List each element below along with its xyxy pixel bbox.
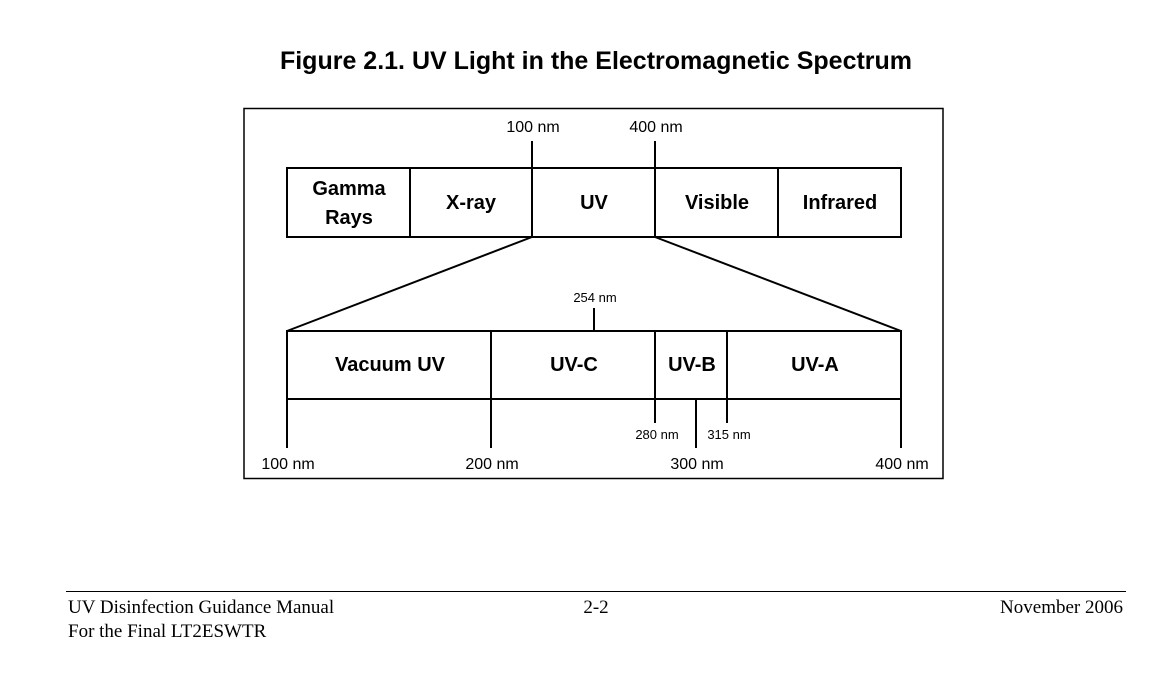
scale-label-300nm: 300 nm [670,456,723,473]
spectrum-bar-outline [286,167,902,238]
figure-title: Figure 2.1. UV Light in the Electromagne… [279,47,913,75]
footer-divider [66,591,1126,592]
band-uv-a: UV-A [791,354,839,376]
scale-label-100nm: 100 nm [261,456,314,473]
band-vacuum-uv: Vacuum UV [335,354,446,376]
footer-title-line2: For the Final LT2ESWTR [68,621,267,642]
scale-label-400nm: 400 nm [875,456,928,473]
zoom-line-right [654,236,902,332]
inner-tick-label-315nm: 315 nm [707,427,750,442]
zoom-lines [286,236,902,332]
spectrum-bar [286,141,902,238]
band-x-ray: X-ray [446,192,497,214]
footer-date: November 2006 [1000,597,1123,618]
band-gamma-rays-line2: Rays [325,207,373,229]
band-uv: UV [580,192,608,214]
uv-detail-bar [286,308,902,448]
figure-frame [243,107,944,480]
zoom-line-left [286,236,533,332]
band-visible: Visible [685,192,749,214]
band-uv-c: UV-C [550,354,598,376]
footer-document-title: UV Disinfection Guidance Manual For the … [68,596,334,644]
footer-page-number: 2-2 [583,597,609,618]
scale-label-200nm: 200 nm [465,456,518,473]
footer-title-line1: UV Disinfection Guidance Manual [68,597,335,618]
top-tick-label-100nm: 100 nm [506,119,559,136]
band-uv-b: UV-B [668,354,716,376]
inner-tick-label-280nm: 280 nm [635,427,678,442]
band-infrared: Infrared [803,192,877,214]
marker-label-254nm: 254 nm [573,290,616,305]
top-tick-label-400nm: 400 nm [629,119,682,136]
band-gamma-rays: Gamma [312,178,386,200]
